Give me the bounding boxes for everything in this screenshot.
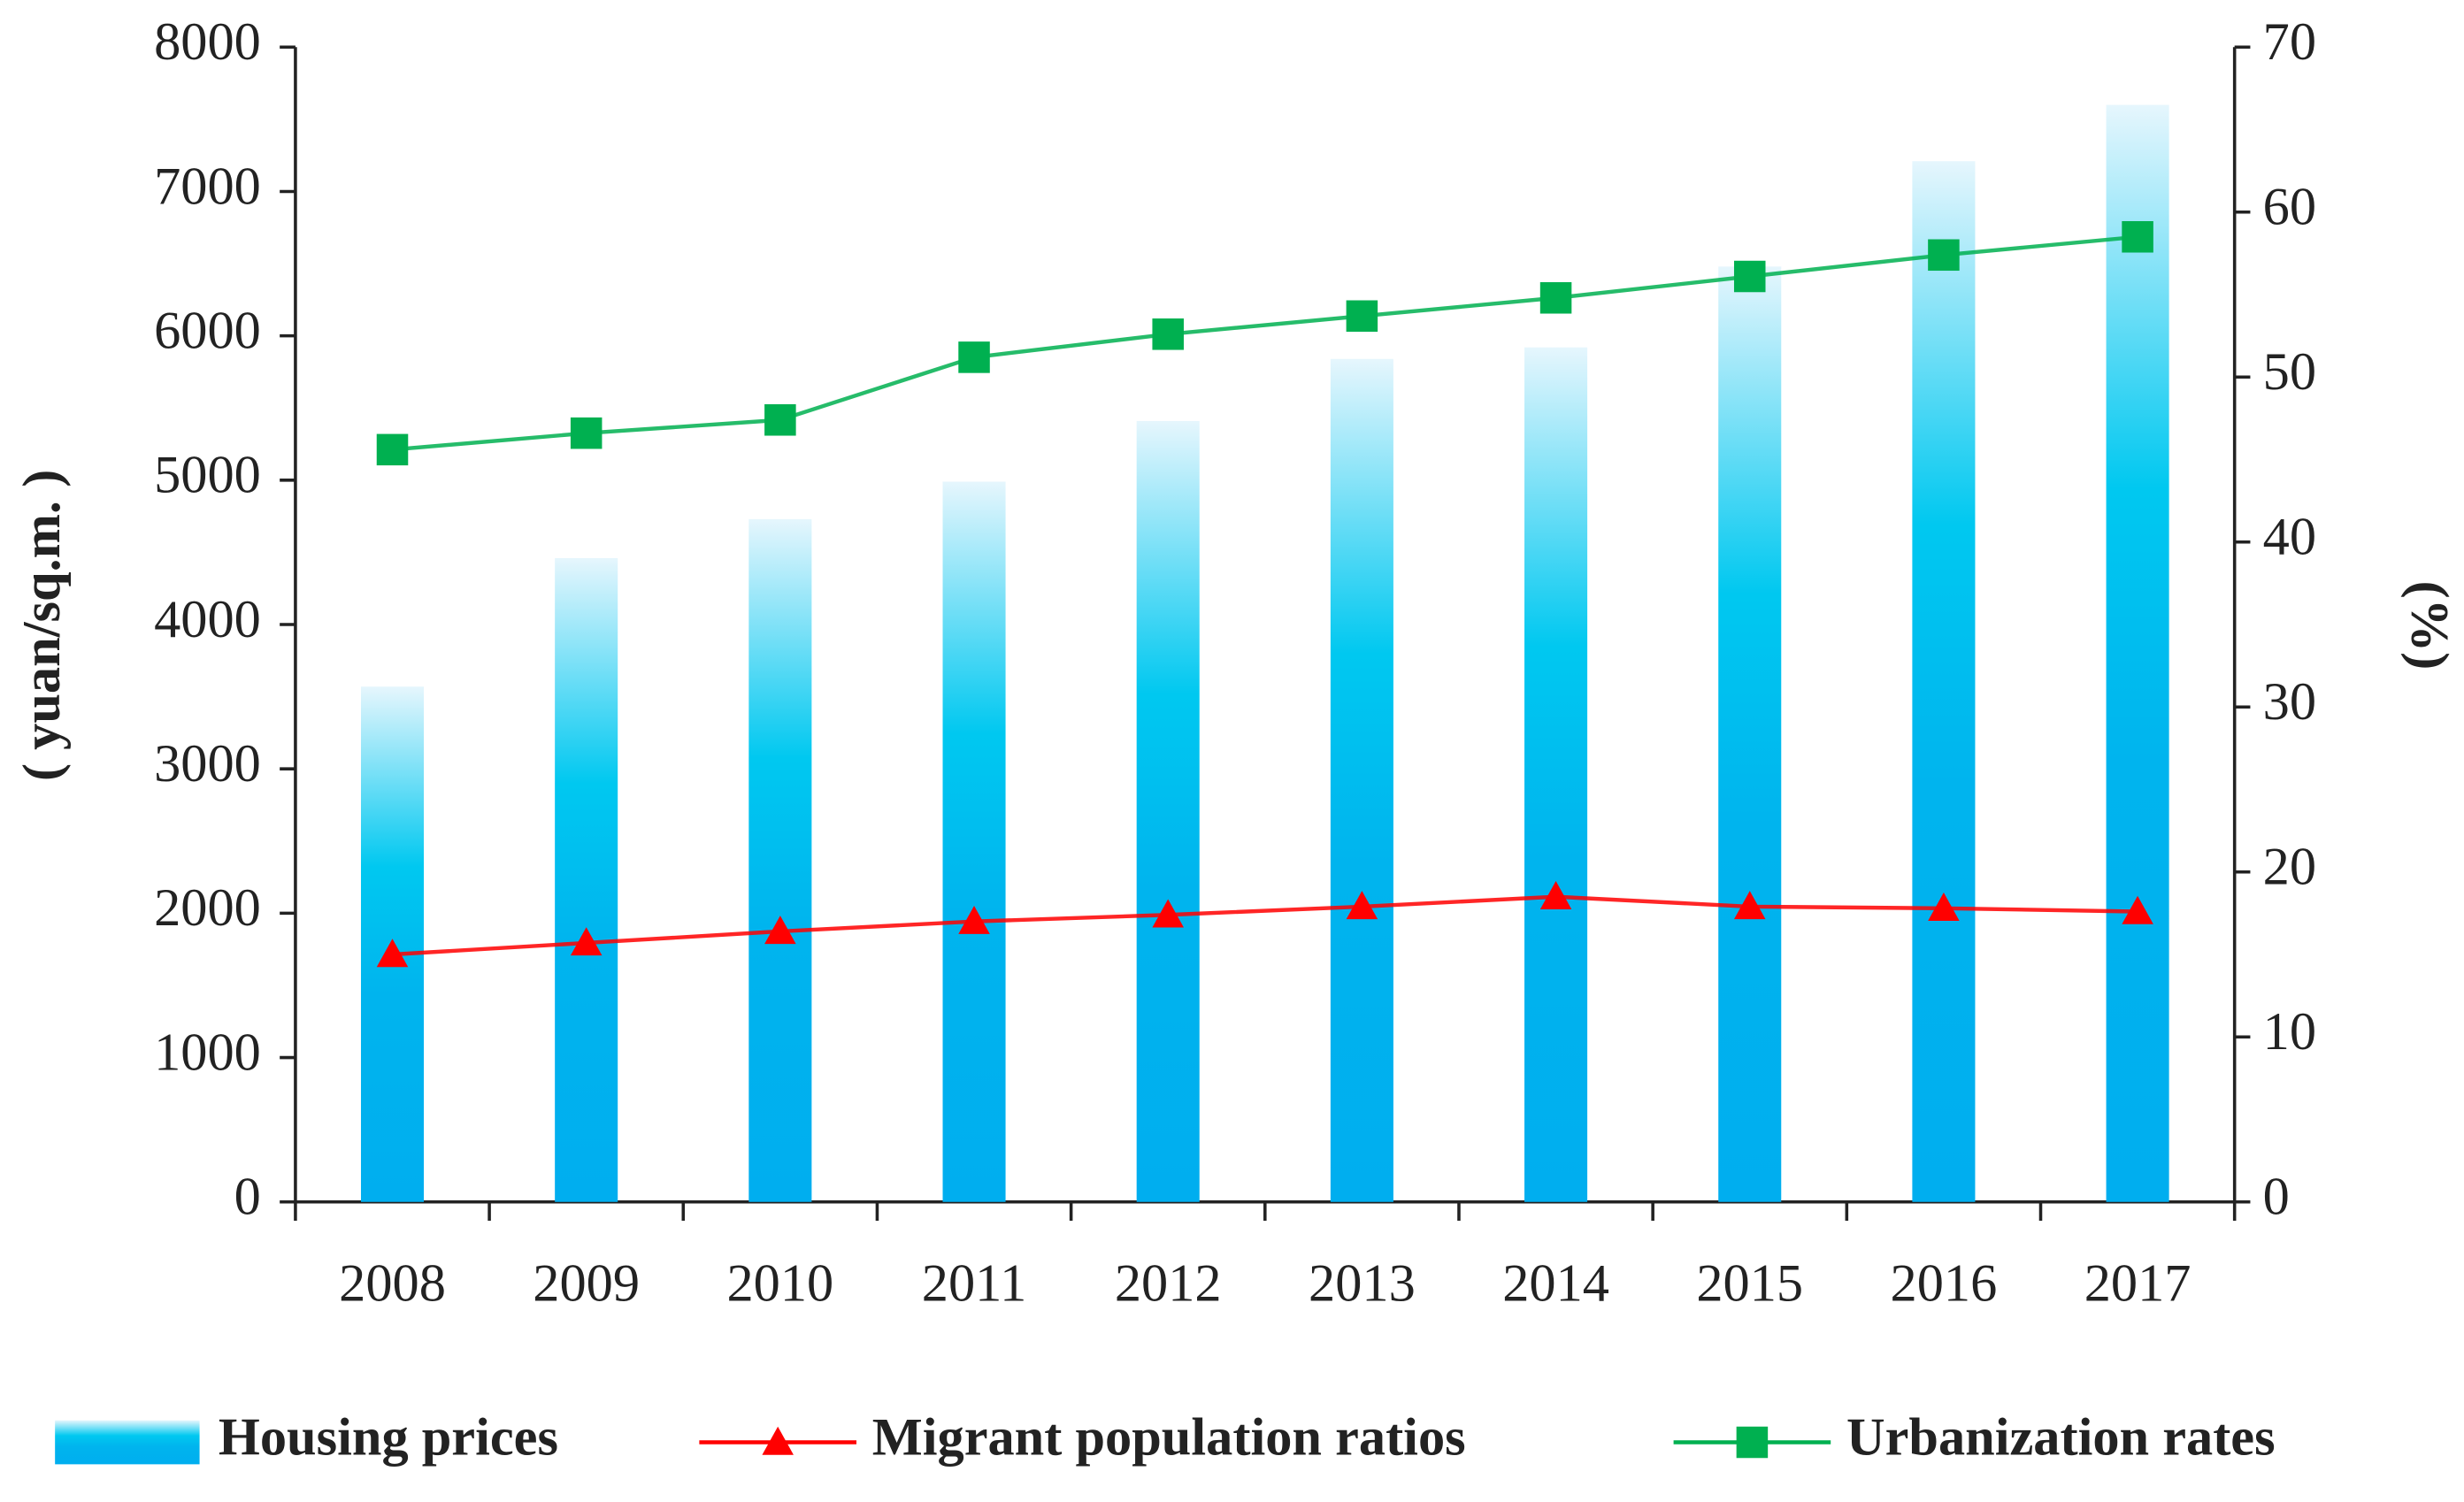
bar xyxy=(942,481,1006,1202)
marker xyxy=(958,341,990,373)
y-tick-label: 1000 xyxy=(154,1023,261,1082)
marker xyxy=(1539,281,1572,314)
y-axis-title: ( yuan/sq.m. ) xyxy=(12,470,72,781)
x-tick-label: 2009 xyxy=(533,1253,640,1313)
x-tick-label: 2014 xyxy=(1502,1253,1609,1313)
bar xyxy=(1136,420,1200,1202)
bar xyxy=(1718,266,1782,1202)
x-tick-label: 2010 xyxy=(726,1253,833,1313)
marker xyxy=(1346,300,1378,333)
line xyxy=(392,894,2138,957)
y-tick-label: 7000 xyxy=(154,157,261,216)
y-tick-label: 6000 xyxy=(154,302,261,361)
marker xyxy=(1539,880,1572,909)
x-tick-label: 2008 xyxy=(339,1253,446,1313)
legend-label: Migrant population ratios xyxy=(872,1407,1466,1467)
marker xyxy=(764,404,796,436)
marker xyxy=(570,417,603,449)
x-tick-label: 2016 xyxy=(1891,1253,1998,1313)
bar xyxy=(1330,358,1393,1202)
y-tick-label: 5000 xyxy=(154,446,261,505)
y-tick-label: 4000 xyxy=(154,590,261,649)
marker xyxy=(1733,891,1766,920)
x-tick-label: 2012 xyxy=(1115,1253,1222,1313)
legend-label: Housing prices xyxy=(219,1407,558,1467)
legend-swatch xyxy=(55,1420,200,1465)
marker xyxy=(958,905,990,934)
marker xyxy=(1928,239,1960,272)
marker xyxy=(1733,260,1766,293)
bar xyxy=(555,557,618,1202)
y2-tick-label: 70 xyxy=(2263,12,2316,72)
bar xyxy=(2106,104,2169,1202)
y-tick-label: 2000 xyxy=(154,878,261,938)
y2-axis-title: (%) xyxy=(2400,581,2460,671)
legend-marker xyxy=(1736,1426,1769,1459)
marker xyxy=(1152,899,1184,928)
y2-tick-label: 0 xyxy=(2263,1168,2290,1227)
marker xyxy=(376,433,409,466)
marker xyxy=(764,916,796,945)
y2-tick-label: 20 xyxy=(2263,838,2316,897)
marker xyxy=(1928,893,1960,922)
marker xyxy=(2122,895,2153,924)
y2-tick-label: 50 xyxy=(2263,342,2316,402)
marker xyxy=(2122,220,2153,253)
y2-tick-label: 10 xyxy=(2263,1002,2316,1061)
y-tick-label: 0 xyxy=(234,1168,261,1227)
line xyxy=(392,234,2138,452)
bar xyxy=(748,518,812,1202)
marker xyxy=(1152,318,1184,350)
y-tick-label: 3000 xyxy=(154,734,261,793)
bar xyxy=(1524,347,1588,1202)
y-tick-label: 8000 xyxy=(154,12,261,72)
x-tick-label: 2013 xyxy=(1309,1253,1416,1313)
x-tick-label: 2015 xyxy=(1696,1253,1803,1313)
legend-label: Urbanization rates xyxy=(1846,1407,2276,1467)
y2-tick-label: 40 xyxy=(2263,508,2316,567)
y2-tick-label: 60 xyxy=(2263,178,2316,237)
x-tick-label: 2011 xyxy=(922,1253,1027,1313)
marker xyxy=(376,939,409,968)
marker xyxy=(570,927,603,956)
y2-tick-label: 30 xyxy=(2263,672,2316,732)
x-tick-label: 2017 xyxy=(2084,1253,2192,1313)
marker xyxy=(1346,891,1378,920)
legend-marker xyxy=(762,1426,794,1455)
bar xyxy=(1912,161,1976,1202)
